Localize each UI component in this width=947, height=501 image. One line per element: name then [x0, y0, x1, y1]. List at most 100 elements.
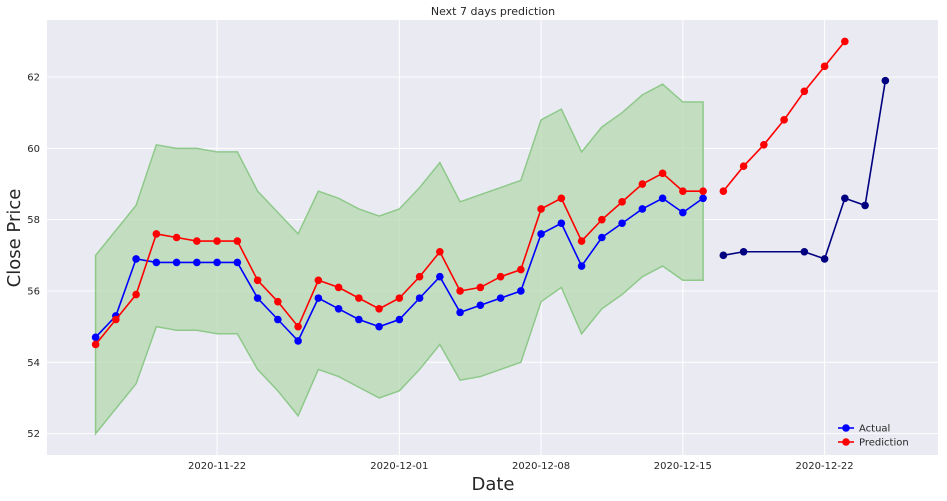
x-axis-label: Date — [471, 474, 514, 495]
data-point — [638, 180, 647, 188]
data-point — [699, 187, 707, 195]
data-point — [233, 237, 242, 245]
data-point — [881, 76, 890, 85]
data-point — [679, 187, 687, 195]
data-point — [841, 194, 849, 203]
y-tick-label: 60 — [27, 144, 40, 155]
data-point — [112, 315, 120, 324]
data-point — [213, 237, 221, 245]
legend-marker — [842, 438, 850, 446]
data-point — [476, 283, 485, 292]
data-point — [557, 219, 566, 228]
data-point — [719, 187, 728, 195]
legend-marker — [842, 424, 850, 432]
y-tick-label: 62 — [27, 73, 40, 84]
data-point — [91, 340, 100, 349]
data-point — [436, 247, 444, 256]
data-point — [537, 205, 545, 213]
data-point — [152, 230, 161, 238]
x-tick-label: 2020-12-08 — [512, 461, 570, 472]
data-point — [355, 294, 363, 302]
y-tick-label: 58 — [27, 215, 40, 226]
data-point — [820, 62, 829, 71]
data-point — [598, 215, 606, 224]
data-point — [294, 322, 302, 331]
data-point — [496, 272, 505, 281]
confidence-band — [94, 83, 704, 436]
legend-label: Prediction — [859, 438, 909, 449]
legend-label: Actual — [859, 424, 890, 435]
data-point — [436, 272, 444, 281]
data-point — [476, 301, 485, 310]
series-layer — [91, 37, 890, 349]
data-point — [638, 205, 647, 213]
data-point — [841, 37, 849, 46]
series-forecast-3 — [719, 76, 890, 263]
data-point — [172, 233, 181, 242]
data-point — [294, 337, 302, 345]
data-point — [780, 116, 788, 124]
data-point — [334, 305, 343, 313]
data-point — [415, 294, 424, 302]
data-point — [193, 258, 201, 267]
series-forecast-2 — [719, 37, 849, 195]
data-point — [233, 258, 242, 267]
data-point — [719, 251, 728, 260]
data-point — [537, 230, 545, 238]
data-point — [456, 287, 464, 295]
y-tick-label: 54 — [27, 358, 40, 369]
data-point — [274, 297, 282, 306]
data-point — [618, 198, 626, 206]
data-point — [274, 315, 282, 324]
data-point — [355, 315, 363, 324]
confidence-band-layer — [94, 83, 704, 436]
y-tick-label: 56 — [27, 286, 40, 297]
data-point — [820, 255, 829, 263]
data-point — [334, 283, 343, 292]
data-point — [800, 247, 809, 256]
data-point — [739, 162, 748, 170]
data-point — [132, 255, 140, 263]
data-point — [577, 237, 586, 245]
data-point — [213, 258, 221, 267]
data-point — [861, 201, 869, 210]
data-point — [395, 315, 404, 324]
ticks: 52 54 56 58 60 62 2020-11-22 2020-12-01 2020-12-… — [27, 73, 853, 472]
data-point — [314, 294, 323, 302]
series-actual — [91, 194, 707, 345]
data-point — [375, 322, 383, 331]
data-point — [739, 247, 748, 256]
x-tick-label: 2020-12-01 — [370, 461, 428, 472]
x-tick-label: 2020-12-15 — [654, 461, 712, 472]
data-point — [395, 294, 404, 302]
data-point — [253, 276, 262, 285]
data-point — [658, 169, 667, 178]
data-point — [375, 305, 383, 313]
data-point — [658, 194, 667, 203]
data-point — [253, 294, 262, 302]
data-point — [132, 290, 140, 299]
data-point — [314, 276, 323, 285]
x-tick-label: 2020-11-22 — [188, 461, 246, 472]
data-point — [193, 237, 201, 245]
data-point — [517, 265, 525, 274]
data-point — [91, 333, 100, 342]
data-point — [800, 87, 809, 96]
data-point — [517, 287, 525, 295]
data-point — [172, 258, 181, 267]
x-tick-label: 2020-12-22 — [796, 461, 854, 472]
data-point — [699, 194, 707, 203]
data-point — [577, 262, 586, 270]
y-axis-label: Close Price — [4, 189, 25, 288]
data-point — [152, 258, 161, 267]
data-point — [679, 208, 687, 217]
chart-title: Next 7 days prediction — [431, 5, 555, 18]
data-point — [760, 140, 768, 149]
data-point — [415, 272, 424, 281]
y-tick-label: 52 — [27, 429, 40, 440]
data-point — [456, 308, 464, 317]
data-point — [618, 219, 626, 228]
data-point — [598, 233, 606, 242]
series-prediction — [91, 169, 707, 349]
